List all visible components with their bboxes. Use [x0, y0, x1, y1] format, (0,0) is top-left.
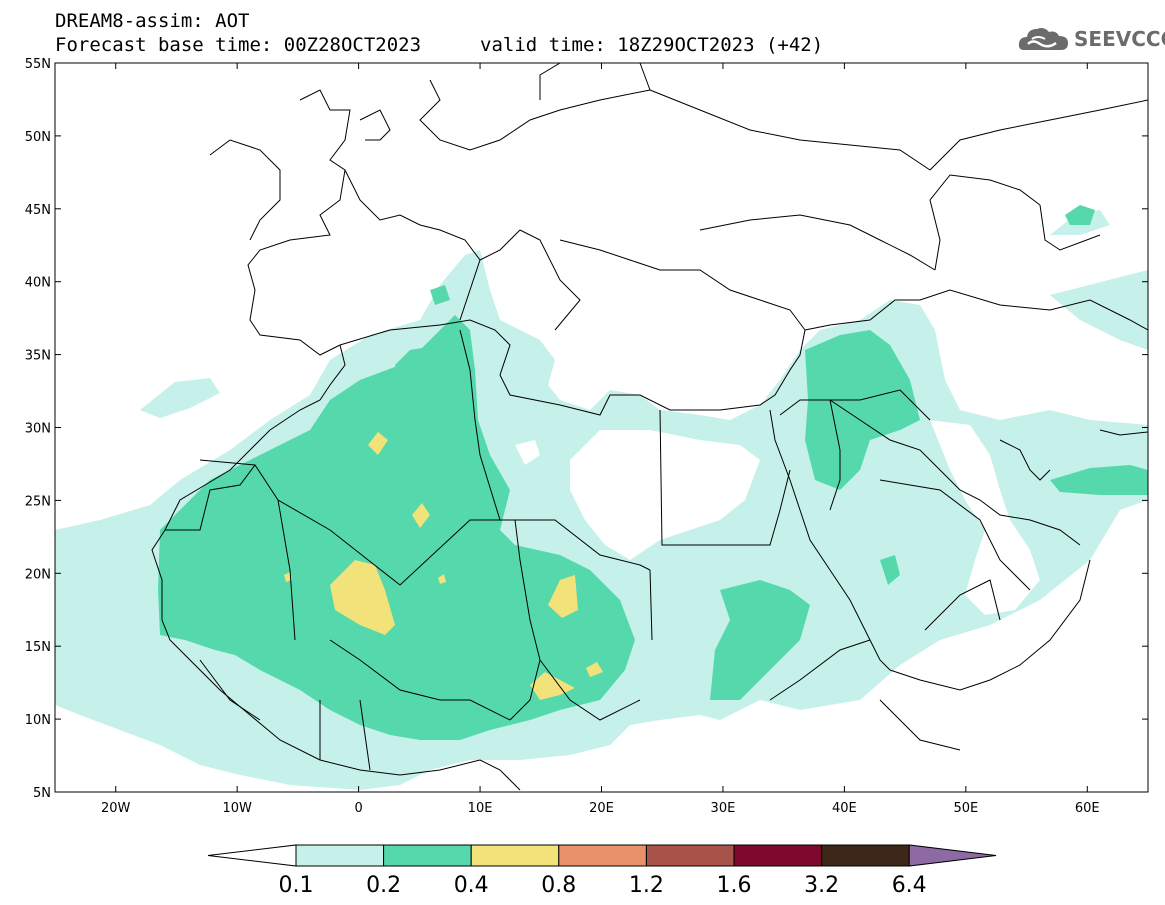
borders	[165, 329, 1031, 771]
lon-label: 20W	[101, 801, 131, 816]
lat-label: 30N	[25, 422, 51, 437]
lat-label: 40N	[25, 276, 51, 291]
colorbar-segment	[470, 844, 560, 867]
lon-label: 60E	[1075, 801, 1100, 816]
colorbar-label: 3.2	[804, 873, 839, 898]
colorbar-segment	[821, 844, 910, 867]
aot-band-0-4	[284, 432, 603, 700]
lat-label: 25N	[25, 494, 51, 509]
lat-label: 20N	[25, 567, 51, 582]
colorbar-label: 1.2	[629, 873, 664, 898]
lon-label: 0	[354, 801, 362, 816]
aot-fields	[55, 205, 1148, 790]
colorbar-segment	[645, 844, 735, 867]
colorbar-arrow-high	[908, 844, 997, 867]
lat-label: 55N	[25, 57, 51, 72]
lon-label: 20E	[589, 801, 614, 816]
aot-band-0-2	[158, 205, 1148, 740]
colorbar-label: 6.4	[892, 873, 927, 898]
lat-label: 15N	[25, 640, 51, 655]
colorbar-label: 0.1	[279, 873, 314, 898]
lon-label: 40E	[832, 801, 857, 816]
logo-text: SEEVCCC	[1074, 27, 1165, 51]
colorbar-segment	[558, 844, 647, 867]
lat-label: 5N	[33, 786, 51, 801]
colorbar-label: 0.4	[454, 873, 489, 898]
colorbar-label: 1.6	[717, 873, 752, 898]
coastlines	[151, 63, 1148, 791]
lon-label: 50E	[953, 801, 978, 816]
colorbar-label: 0.2	[366, 873, 401, 898]
colorbar: 0.1 0.2 0.4 0.8 1.2 1.6 3.2 6.4	[207, 844, 997, 898]
colorbar-label: 0.8	[541, 873, 576, 898]
seevccc-logo: SEEVCCC	[1018, 24, 1165, 54]
lat-label: 35N	[25, 349, 51, 364]
colorbar-segment	[295, 844, 385, 867]
latitude-labels: 55N 50N 45N 40N 35N 30N 25N 20N 15N 10N 5N	[25, 57, 1148, 801]
colorbar-segment	[733, 844, 823, 867]
lon-label: 10W	[222, 801, 252, 816]
colorbar-segment	[383, 844, 472, 867]
lon-label: 10E	[468, 801, 493, 816]
valid-time: valid time: 18Z29OCT2023 (+42)	[480, 34, 824, 56]
longitude-labels: 20W 10W 0 10E 20E 30E 40E 50E 60E	[101, 63, 1100, 816]
aot-clear-areas	[515, 420, 1040, 615]
lat-label: 50N	[25, 130, 51, 145]
lat-label: 10N	[25, 713, 51, 728]
map-title: DREAM8-assim: AOT	[55, 10, 250, 32]
forecast-base-time: Forecast base time: 00Z28OCT2023	[55, 34, 422, 56]
cloud-icon	[1018, 28, 1068, 50]
colorbar-arrow-low	[207, 844, 297, 867]
lat-label: 45N	[25, 203, 51, 218]
lon-label: 30E	[711, 801, 736, 816]
